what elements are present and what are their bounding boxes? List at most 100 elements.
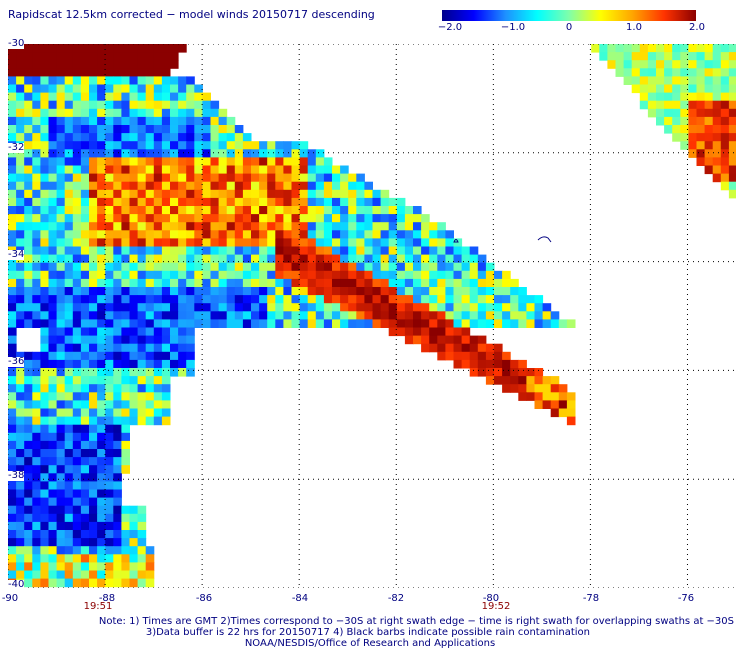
wind-cell [32,206,41,215]
wind-cell [64,222,74,231]
wind-cell [121,52,130,61]
wind-cell [218,238,228,247]
wind-cell [178,295,187,304]
wind-cell [137,149,147,158]
wind-cell [72,481,82,490]
wind-cell [40,173,49,183]
wind-cell [32,287,41,296]
wind-cell [461,270,471,280]
wind-cell [340,295,349,304]
wind-cell [145,60,155,69]
wind-cell [24,562,33,571]
wind-cell [32,351,41,361]
wind-cell [340,206,349,215]
wind-cell [56,424,66,434]
wind-cell [323,173,333,183]
wind-cell [267,157,276,166]
footnote-credit: NOAA/NESDIS/Office of Research and Appli… [244,638,496,649]
wind-cell [89,376,98,385]
wind-cell [32,238,41,247]
wind-cell [80,465,90,474]
wind-cell [97,368,106,377]
wind-cell [429,303,438,312]
wind-cell [518,359,527,369]
wind-cell [194,181,203,191]
wind-cell [129,230,139,239]
wind-cell [218,181,228,191]
wind-cell [97,521,106,531]
wind-cell [728,92,736,102]
wind-cell [485,351,495,361]
wind-cell [8,416,17,426]
wind-cell [194,84,203,94]
island-outline [537,236,552,243]
wind-cell [48,238,58,247]
wind-cell [24,173,33,183]
wind-cell [64,60,74,69]
wind-cell [210,206,220,215]
wind-cell [178,197,187,207]
wind-cell [437,287,446,296]
wind-cell [170,335,179,345]
wind-cell [64,521,74,531]
wind-cell [8,262,17,272]
wind-cell [299,262,309,272]
wind-cell [712,108,722,118]
wind-cell [202,181,211,191]
wind-cell [105,92,114,102]
wind-cell [380,262,390,272]
wind-cell [72,52,82,61]
wind-cell [72,311,82,320]
wind-cell [453,343,463,353]
wind-cell [477,343,487,353]
wind-cell [113,570,122,580]
wind-cell [8,521,17,531]
wind-cell [24,408,33,418]
wind-cell [364,214,373,223]
wind-cell [672,100,681,110]
wind-cell [647,84,657,94]
wind-cell [218,222,228,231]
wind-cell [332,189,341,199]
wind-cell [315,238,325,247]
wind-cell [186,108,195,118]
wind-cell [323,181,333,191]
wind-cell [48,440,58,450]
wind-cell [80,230,90,239]
wind-cell [105,570,114,580]
wind-cell [80,76,90,85]
wind-cell [113,432,122,442]
wind-cell [323,246,333,256]
wind-cell [332,222,341,231]
wind-cell [688,68,697,77]
wind-cell [445,311,454,320]
wind-cell [332,173,341,183]
wind-cell [56,181,66,191]
wind-cell [89,368,98,377]
wind-cell [275,181,284,191]
wind-cell [56,214,66,223]
wind-cell [105,52,114,61]
wind-cell [72,214,82,223]
wind-cell [218,254,228,264]
wind-cell [340,197,349,207]
wind-cell [8,278,17,288]
wind-cell [364,230,373,239]
wind-cell [688,44,697,53]
wind-cell [16,546,25,555]
wind-cell [137,116,147,126]
wind-cell [307,287,317,296]
wind-cell [170,270,179,280]
wind-cell [48,157,58,166]
wind-cell [89,505,98,515]
wind-cell [210,141,220,150]
wind-cell [161,157,171,166]
wind-cell [315,319,325,328]
wind-cell [137,295,147,304]
wind-cell [251,149,260,158]
wind-cell [566,408,576,418]
wind-cell [72,538,82,547]
wind-cell [502,368,511,377]
wind-cell [307,303,317,312]
wind-cell [186,125,195,134]
